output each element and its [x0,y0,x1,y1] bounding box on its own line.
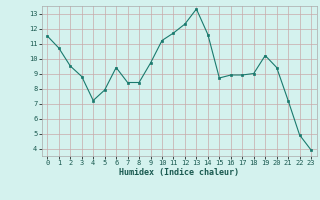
X-axis label: Humidex (Indice chaleur): Humidex (Indice chaleur) [119,168,239,177]
